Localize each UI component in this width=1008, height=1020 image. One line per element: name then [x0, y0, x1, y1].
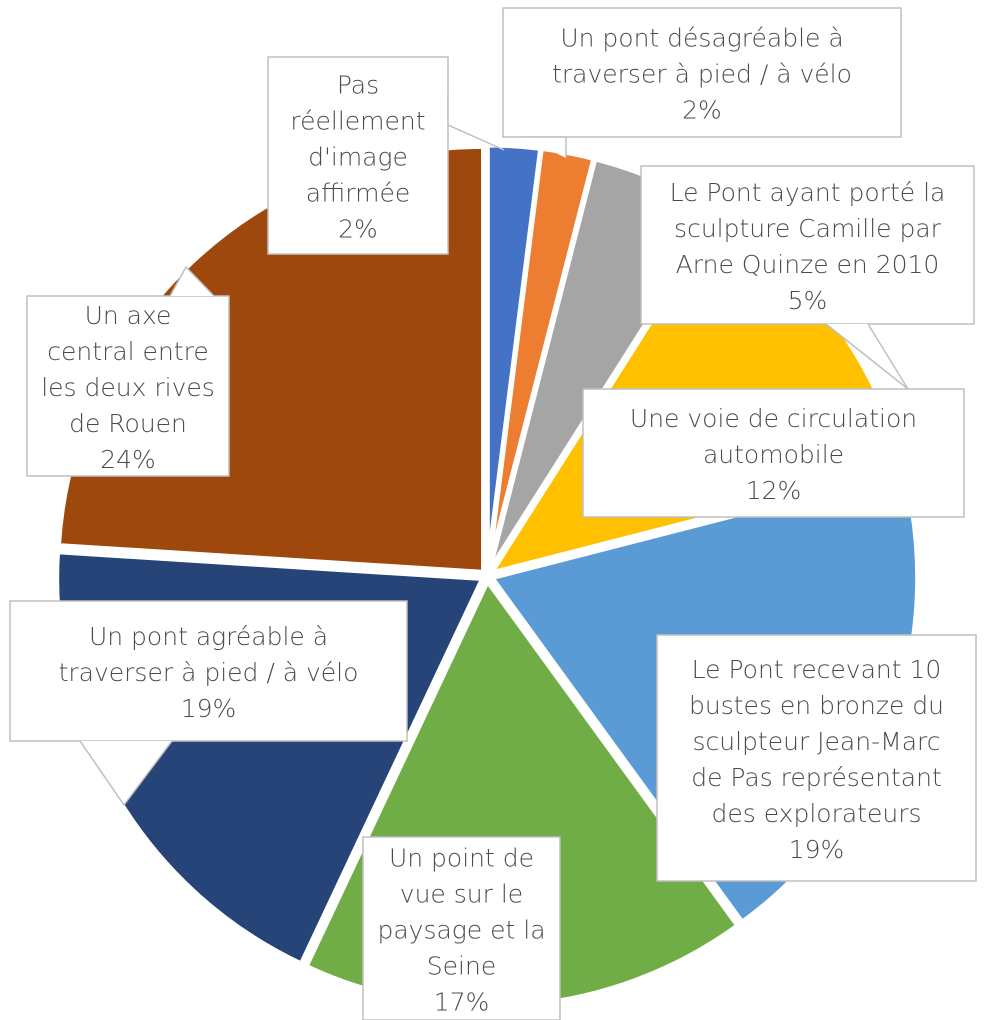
- callout-percent: 19%: [181, 694, 237, 723]
- callout-label-line: affirmée: [306, 179, 410, 208]
- callout-label-line: Pas: [337, 71, 379, 100]
- data-callout: Un axe central entre les deux rives de Roue…: [26, 265, 230, 477]
- callout-label-line: Le Pont ayant porté la: [670, 178, 946, 207]
- callout-label-line: traverser à pied / à vélo: [552, 60, 852, 89]
- data-callout: Le Pont recevant 10 bustes en bronze du sc…: [656, 634, 977, 882]
- callout-label-line: traverser à pied / à vélo: [59, 658, 359, 687]
- callout-label-line: Un pont désagréable à: [560, 24, 843, 53]
- callout-percent: 24%: [100, 445, 156, 474]
- callout-pointer: [170, 267, 214, 296]
- callout-label-line: Un point de: [389, 844, 534, 873]
- callout-label-line: Un pont agréable à: [89, 622, 328, 651]
- callout-percent: 19%: [789, 835, 845, 864]
- callout-percent: 5%: [788, 286, 828, 315]
- callout-pointer-outline: [79, 740, 173, 807]
- data-callout: Pas réellement d'image affirmée 2%: [267, 56, 505, 255]
- callout-label-line: des explorateurs: [712, 799, 922, 828]
- callout-label-line: vue sur le: [400, 880, 523, 909]
- callout-label-line: Seine: [427, 952, 496, 981]
- callout-label-line: paysage et la: [377, 916, 545, 945]
- callout-percent: 2%: [338, 215, 378, 244]
- callout-label-line: automobile: [703, 440, 844, 469]
- callout-box: [640, 165, 975, 325]
- callout-label-line: réellement: [290, 107, 425, 136]
- callout-label-line: de Rouen: [69, 409, 187, 438]
- callout-pointer: [448, 95, 504, 150]
- callout-percent: 12%: [746, 476, 802, 505]
- data-callout: Un point de vue sur le paysage et la Seine 1…: [362, 836, 561, 1020]
- callout-label-line: de Pas représentant: [691, 763, 942, 792]
- callout-percent: 2%: [682, 96, 722, 125]
- data-callout: Le Pont ayant porté la sculpture Camille …: [640, 165, 975, 390]
- callout-pointer-outline: [169, 265, 215, 297]
- callout-box: [582, 388, 965, 518]
- callout-label-line: Une voie de circulation: [630, 404, 917, 433]
- callout-pointer: [80, 741, 172, 805]
- data-labels: Un pont désagréable à traverser à pied / …: [9, 7, 977, 1020]
- callout-percent: 17%: [434, 988, 490, 1017]
- callout-label-line: sculpture Camille par: [674, 214, 942, 243]
- callout-box: [9, 600, 408, 742]
- callout-label-line: les deux rives: [41, 373, 215, 402]
- callout-pointer: [523, 137, 566, 158]
- callout-label-line: sculpteur Jean-Marc: [693, 727, 941, 756]
- callout-box: [656, 634, 977, 882]
- callout-label-line: Un axe: [85, 301, 172, 330]
- data-callout: Un pont agréable à traverser à pied / à v…: [9, 600, 408, 807]
- callout-label-line: d'image: [308, 143, 408, 172]
- data-callout: Un pont désagréable à traverser à pied / …: [502, 7, 902, 158]
- callout-label-line: bustes en bronze du: [689, 691, 944, 720]
- callout-box: [267, 56, 449, 255]
- callout-box: [26, 295, 230, 477]
- callout-pointer-outline: [523, 136, 567, 158]
- callout-box: [502, 7, 902, 138]
- callout-label-line: central entre: [47, 337, 208, 366]
- callout-label-line: Le Pont recevant 10: [692, 655, 942, 684]
- callout-label-line: Arne Quinze en 2010: [676, 250, 940, 279]
- data-callout: Une voie de circulation automobile 12%: [582, 388, 965, 518]
- callout-box: [362, 836, 561, 1020]
- callout-pointer-outline: [447, 95, 505, 151]
